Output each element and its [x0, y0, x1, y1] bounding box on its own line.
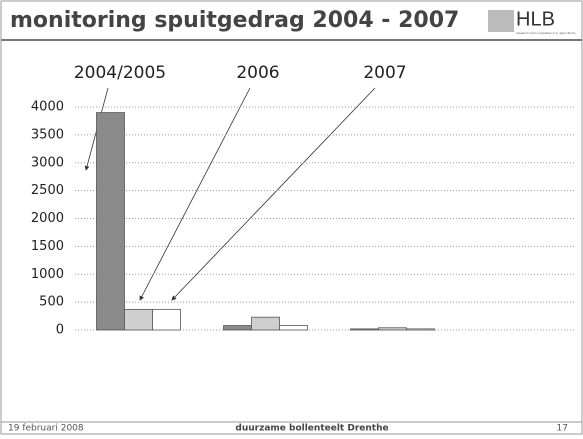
y-tick-label: 2000	[31, 211, 64, 226]
footer-center: duurzame bollenteelt Drenthe	[235, 424, 388, 434]
y-tick-label: 2500	[31, 183, 64, 198]
footer-date: 19 februari 2008	[8, 424, 84, 434]
bar	[279, 325, 308, 331]
bar	[223, 325, 252, 331]
arrow	[171, 87, 376, 301]
logo-tagline: research and consultancy in agriculture	[516, 31, 576, 35]
series-label: 2006	[236, 63, 279, 83]
bar	[350, 328, 379, 331]
y-tick-label: 1000	[31, 267, 64, 282]
y-tick-label: 3500	[31, 127, 64, 142]
bar	[378, 327, 407, 331]
bar	[124, 308, 153, 331]
footer-page: 17	[557, 424, 568, 434]
y-tick-label: 3000	[31, 155, 64, 170]
y-tick-label: 0	[56, 323, 64, 338]
logo-text: HLB	[516, 8, 555, 30]
y-tick-label: 500	[39, 295, 64, 310]
slide-title: monitoring spuitgedrag 2004 - 2007	[10, 8, 459, 33]
logo-stripes	[488, 10, 514, 32]
y-tick-label: 4000	[31, 100, 64, 115]
bar	[152, 308, 181, 331]
series-label: 2007	[363, 63, 406, 83]
logo: HLB research and consultancy in agricult…	[488, 8, 576, 35]
bar	[251, 316, 280, 331]
bar	[406, 328, 435, 331]
arrow	[139, 87, 251, 301]
bar	[96, 112, 125, 331]
y-tick-label: 1500	[31, 239, 64, 254]
series-label: 2004/2005	[74, 63, 166, 83]
